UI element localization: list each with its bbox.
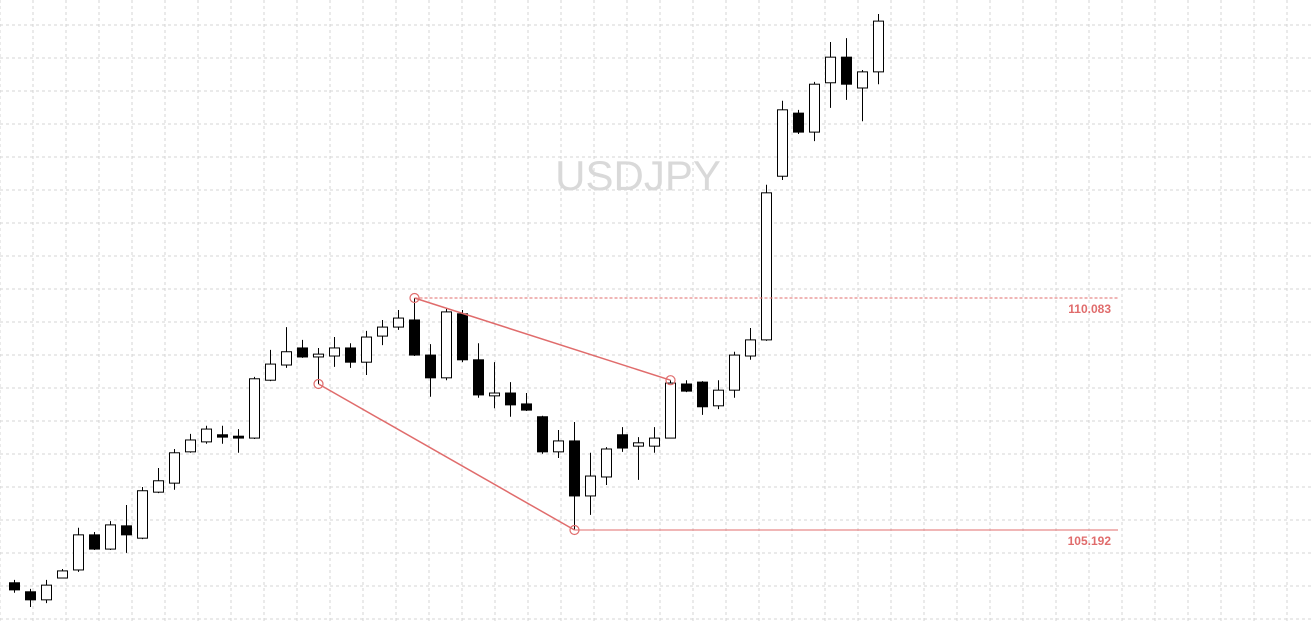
candle-body <box>185 439 196 453</box>
candle-body <box>633 442 644 447</box>
candle-body <box>25 591 36 601</box>
candle-body <box>249 378 260 439</box>
chart-title: USDJPY <box>555 152 721 199</box>
candle-body <box>313 353 324 358</box>
candle-body <box>9 582 20 591</box>
candle-body <box>441 311 452 379</box>
candle-body <box>569 440 580 497</box>
candle-body <box>761 192 772 341</box>
candle-body <box>361 336 372 363</box>
candle-body <box>105 524 116 550</box>
candle-body <box>265 363 276 381</box>
candle-body <box>169 452 180 484</box>
candle-body <box>393 317 404 328</box>
candle-body <box>281 351 292 366</box>
candle-body <box>793 112 804 133</box>
candle-body <box>537 416 548 453</box>
anchor-point <box>665 375 676 386</box>
candle-body <box>153 480 164 493</box>
candle-body <box>873 20 884 73</box>
candle-body <box>489 392 500 397</box>
candle-body <box>137 490 148 539</box>
candle-body <box>409 319 420 356</box>
candle-body <box>505 392 516 406</box>
level-label: 110.083 <box>1068 302 1111 316</box>
candle-body <box>521 403 532 411</box>
anchor-point <box>313 378 324 390</box>
level-label: 105.192 <box>1068 534 1112 548</box>
candle-body <box>425 354 436 379</box>
candle-body <box>857 71 868 89</box>
candle-body <box>729 354 740 391</box>
candle-body <box>41 584 52 601</box>
candle-body <box>681 383 692 392</box>
candle-body <box>297 347 308 358</box>
candle-body <box>585 475 596 497</box>
candle-body <box>473 359 484 396</box>
trend-line <box>414 297 671 381</box>
candle-body <box>649 437 660 447</box>
candle-body <box>377 326 388 337</box>
candle-body <box>825 56 836 84</box>
candle-body <box>841 56 852 85</box>
anchor-point <box>409 292 420 304</box>
candle-body <box>713 389 724 407</box>
candle-body <box>233 435 244 439</box>
candle-body <box>697 381 708 408</box>
candle-body <box>329 347 340 357</box>
candle-body <box>809 83 820 133</box>
candle-body <box>57 570 68 579</box>
candle-body <box>201 428 212 443</box>
candle-body <box>345 347 356 363</box>
trend-line <box>318 383 575 531</box>
candle-body <box>457 313 468 361</box>
candle-body <box>617 434 628 449</box>
candle-body <box>745 339 756 357</box>
candle-body <box>89 534 100 550</box>
candle-body <box>601 448 612 478</box>
candle-body <box>553 440 564 453</box>
candle-body <box>665 382 676 439</box>
candle-body <box>121 525 132 536</box>
candle-body <box>777 109 788 177</box>
candle-body <box>217 434 228 438</box>
candle-body <box>73 534 84 571</box>
